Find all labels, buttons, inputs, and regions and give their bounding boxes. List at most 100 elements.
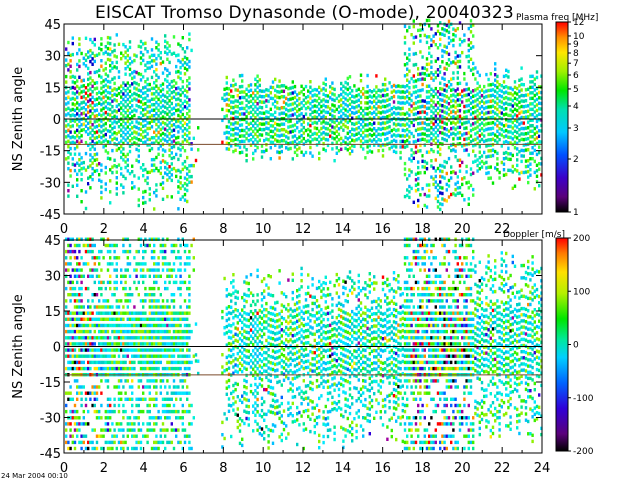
heatmap-cell xyxy=(135,342,138,346)
heatmap-cell xyxy=(434,43,437,47)
heatmap-cell xyxy=(280,122,283,126)
heatmap-cell xyxy=(113,48,116,53)
heatmap-cell xyxy=(478,134,481,138)
heatmap-cell xyxy=(115,148,118,152)
heatmap-cell xyxy=(113,65,116,69)
heatmap-cell xyxy=(144,243,147,248)
heatmap-cell xyxy=(155,397,158,401)
heatmap-cell xyxy=(186,62,189,66)
heatmap-cell xyxy=(430,148,433,152)
heatmap-cell xyxy=(353,139,356,143)
heatmap-cell xyxy=(489,99,492,103)
heatmap-cell xyxy=(137,99,140,103)
heatmap-cell xyxy=(122,185,125,189)
heatmap-cell xyxy=(175,152,178,157)
heatmap-cell xyxy=(155,62,158,66)
heatmap-cell xyxy=(104,61,107,65)
heatmap-cell xyxy=(142,354,145,358)
heatmap-cell xyxy=(489,165,492,169)
heatmap-cell xyxy=(84,391,88,395)
heatmap-cell xyxy=(93,169,96,173)
heatmap-cell xyxy=(454,122,457,126)
heatmap-cell xyxy=(381,154,385,158)
heatmap-cell xyxy=(469,123,473,127)
heatmap-cell xyxy=(322,103,325,107)
heatmap-cell xyxy=(414,172,418,176)
heatmap-cell xyxy=(166,41,169,45)
heatmap-cell xyxy=(467,98,470,102)
heatmap-cell xyxy=(436,95,440,99)
heatmap-cell xyxy=(494,166,497,170)
heatmap-cell xyxy=(128,171,132,176)
heatmap-cell xyxy=(120,122,123,127)
heatmap-cell xyxy=(333,159,336,163)
heatmap-cell xyxy=(170,391,173,395)
heatmap-cell xyxy=(104,348,107,352)
heatmap-cell xyxy=(445,122,448,126)
heatmap-cell xyxy=(258,100,261,104)
heatmap-cell xyxy=(115,176,118,180)
heatmap-cell xyxy=(540,96,543,100)
heatmap-cell xyxy=(414,150,418,155)
heatmap-cell xyxy=(95,323,99,328)
heatmap-cell xyxy=(399,106,402,111)
heatmap-cell xyxy=(155,305,158,309)
heatmap-cell xyxy=(122,329,125,334)
heatmap-cell xyxy=(188,87,191,91)
heatmap-cell xyxy=(117,141,121,145)
heatmap-cell xyxy=(223,369,226,373)
heatmap-cell xyxy=(124,138,127,142)
heatmap-cell xyxy=(111,348,114,352)
heatmap-cell xyxy=(87,110,90,114)
heatmap-cell xyxy=(65,434,68,438)
heatmap-cell xyxy=(65,47,68,51)
heatmap-cell xyxy=(227,409,231,413)
heatmap-cell xyxy=(520,88,523,92)
heatmap-cell xyxy=(421,110,424,114)
heatmap-cell xyxy=(122,348,125,352)
heatmap-cell xyxy=(412,85,415,89)
heatmap-cell xyxy=(276,84,279,88)
heatmap-cell xyxy=(282,122,286,126)
heatmap-cell xyxy=(443,132,446,136)
heatmap-cell xyxy=(463,137,466,142)
heatmap-cell xyxy=(300,84,303,88)
heatmap-cell xyxy=(161,311,165,315)
heatmap-cell xyxy=(538,90,541,95)
heatmap-cell xyxy=(238,101,242,105)
heatmap-cell xyxy=(254,407,257,411)
heatmap-cell xyxy=(538,167,541,171)
heatmap-cell xyxy=(443,88,446,92)
heatmap-cell xyxy=(472,127,475,131)
heatmap-cell xyxy=(269,107,272,111)
heatmap-cell xyxy=(434,108,437,113)
heatmap-cell xyxy=(366,139,369,144)
heatmap-cell xyxy=(135,348,138,352)
heatmap-cell xyxy=(309,85,312,89)
heatmap-cell xyxy=(388,114,391,118)
heatmap-cell xyxy=(102,237,105,241)
heatmap-cell xyxy=(399,134,402,138)
heatmap-cell xyxy=(441,169,444,174)
heatmap-cell xyxy=(445,94,448,99)
heatmap-cell xyxy=(109,403,112,408)
heatmap-cell xyxy=(483,106,486,111)
heatmap-cell xyxy=(69,385,72,389)
heatmap-cell xyxy=(522,126,525,131)
heatmap-cell xyxy=(355,121,358,125)
heatmap-cell xyxy=(137,311,140,315)
heatmap-cell xyxy=(441,114,444,119)
heatmap-cell xyxy=(126,64,129,69)
heatmap-cell xyxy=(480,159,484,164)
heatmap-cell xyxy=(168,336,171,340)
heatmap-cell xyxy=(98,305,101,309)
heatmap-cell xyxy=(227,125,231,129)
heatmap-cell xyxy=(126,329,129,334)
heatmap-cell xyxy=(234,332,237,336)
heatmap-cell xyxy=(375,74,378,78)
heatmap-cell xyxy=(76,172,79,176)
heatmap-cell xyxy=(117,163,121,167)
heatmap-cell xyxy=(111,311,114,315)
heatmap-cell xyxy=(364,128,367,133)
heatmap-cell xyxy=(144,167,147,172)
